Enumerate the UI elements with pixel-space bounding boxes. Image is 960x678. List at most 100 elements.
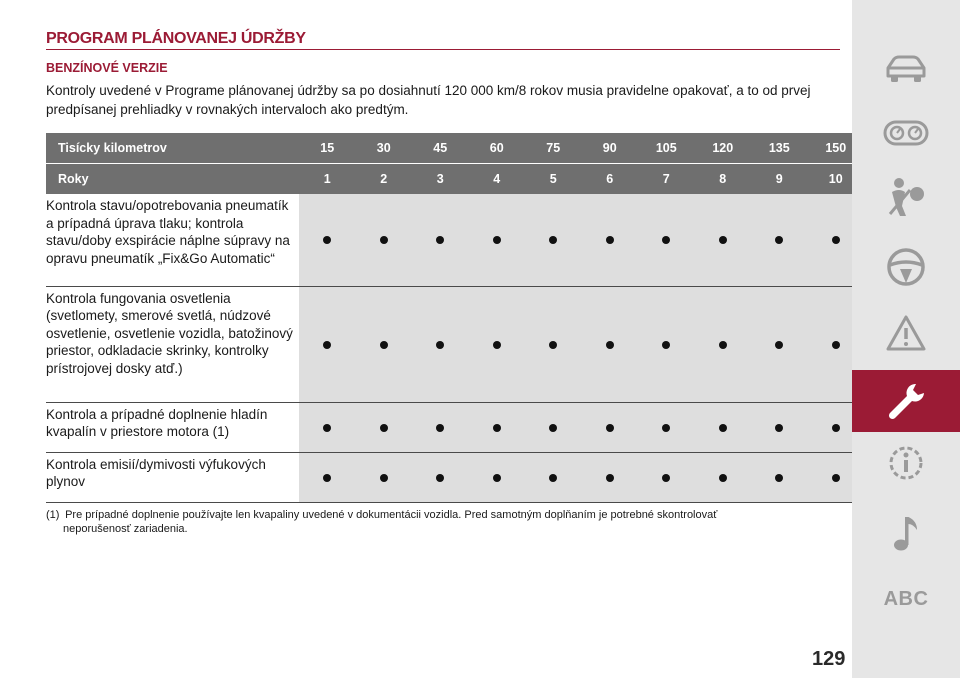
km-header-label: Tisícky kilometrov <box>46 133 299 164</box>
check-dot <box>775 423 784 432</box>
km-value: 105 <box>638 133 695 164</box>
years-header-row: Roky 1 2 3 4 5 6 7 8 9 10 <box>46 163 864 194</box>
title-divider <box>46 49 840 50</box>
year-value: 7 <box>638 163 695 194</box>
check-dot <box>775 236 784 245</box>
table-row: Kontrola fungovania osvetlenia (svetlome… <box>46 286 864 403</box>
sidebar-item-safety[interactable] <box>852 166 960 228</box>
maintenance-table: Tisícky kilometrov 15 30 45 60 75 90 105… <box>46 133 864 503</box>
footnote-text: Pre prípadné doplnenie používajte len kv… <box>65 509 718 521</box>
year-value: 9 <box>751 163 808 194</box>
check-cell <box>299 194 356 287</box>
check-cell <box>355 286 412 403</box>
km-value: 15 <box>299 133 356 164</box>
info-gear-icon <box>889 446 923 480</box>
sidebar-item-index[interactable]: ABC <box>852 568 960 630</box>
km-value: 60 <box>468 133 525 164</box>
check-dot <box>605 423 614 432</box>
check-dot <box>662 236 671 245</box>
check-dot <box>492 236 501 245</box>
check-cell <box>525 194 582 287</box>
maintenance-item-label: Kontrola a prípadné doplnenie hladín kva… <box>46 402 299 453</box>
check-dot <box>492 423 501 432</box>
abc-index-label: ABC <box>883 587 929 610</box>
check-cell <box>525 452 582 503</box>
km-value: 90 <box>581 133 638 164</box>
check-dot <box>831 340 840 349</box>
check-cell <box>468 194 525 287</box>
check-cell <box>751 452 808 503</box>
check-cell <box>412 194 469 287</box>
check-cell <box>299 286 356 403</box>
seatbelt-passenger-icon <box>888 178 924 216</box>
check-cell <box>751 194 808 287</box>
check-dot <box>492 340 501 349</box>
check-dot <box>323 340 332 349</box>
check-cell <box>355 194 412 287</box>
car-icon <box>886 55 926 82</box>
check-dot <box>549 423 558 432</box>
check-dot <box>718 236 727 245</box>
year-value: 3 <box>412 163 469 194</box>
sidebar-item-dashboard[interactable] <box>852 102 960 164</box>
years-header-label: Roky <box>46 163 299 194</box>
check-dot <box>436 236 445 245</box>
check-dot <box>379 236 388 245</box>
check-cell <box>581 286 638 403</box>
check-dot <box>775 340 784 349</box>
year-value: 6 <box>581 163 638 194</box>
maintenance-item-label: Kontrola stavu/opotrebovania pneumatík a… <box>46 194 299 287</box>
check-dot <box>831 423 840 432</box>
sidebar-item-vehicle[interactable] <box>852 38 960 100</box>
check-dot <box>831 473 840 482</box>
sidebar-item-maintenance[interactable] <box>852 370 960 432</box>
check-dot <box>605 236 614 245</box>
check-cell <box>412 452 469 503</box>
check-dot <box>662 423 671 432</box>
sidebar-item-starting-driving[interactable] <box>852 236 960 298</box>
check-dot <box>379 423 388 432</box>
check-cell <box>355 402 412 453</box>
sidebar-item-emergency[interactable] <box>852 302 960 364</box>
table-row: Kontrola emisií/dymivosti výfukových ply… <box>46 452 864 503</box>
check-dot <box>436 473 445 482</box>
check-cell <box>638 402 695 453</box>
check-dot <box>718 473 727 482</box>
sidebar-item-technical-data[interactable] <box>852 432 960 494</box>
check-cell <box>412 286 469 403</box>
check-cell <box>638 452 695 503</box>
check-cell <box>355 452 412 503</box>
check-cell <box>468 452 525 503</box>
sidebar-item-multimedia[interactable] <box>852 502 960 564</box>
chapter-sidebar: ABC <box>852 0 960 678</box>
check-cell <box>638 286 695 403</box>
check-dot <box>605 473 614 482</box>
check-cell <box>581 402 638 453</box>
intro-paragraph: Kontroly uvedené v Programe plánovanej ú… <box>46 83 811 117</box>
year-value: 5 <box>525 163 582 194</box>
km-header-row: Tisícky kilometrov 15 30 45 60 75 90 105… <box>46 133 864 164</box>
check-dot <box>492 473 501 482</box>
check-dot <box>379 340 388 349</box>
check-dot <box>323 473 332 482</box>
check-cell <box>412 402 469 453</box>
check-cell <box>525 286 582 403</box>
table-row: Kontrola a prípadné doplnenie hladín kva… <box>46 402 864 453</box>
check-cell <box>694 452 751 503</box>
km-value: 30 <box>355 133 412 164</box>
check-dot <box>436 423 445 432</box>
check-cell <box>751 286 808 403</box>
km-value: 45 <box>412 133 469 164</box>
km-value: 135 <box>751 133 808 164</box>
page-number: 129 <box>812 648 846 670</box>
check-dot <box>662 473 671 482</box>
footnote-mark: (1) <box>46 509 60 521</box>
check-cell <box>581 194 638 287</box>
wrench-icon <box>888 384 924 420</box>
warning-triangle-icon <box>886 315 926 351</box>
check-cell <box>751 402 808 453</box>
section-subtitle: BENZÍNOVÉ VERZIE <box>46 61 168 75</box>
check-cell <box>694 286 751 403</box>
check-dot <box>323 236 332 245</box>
check-cell <box>299 402 356 453</box>
